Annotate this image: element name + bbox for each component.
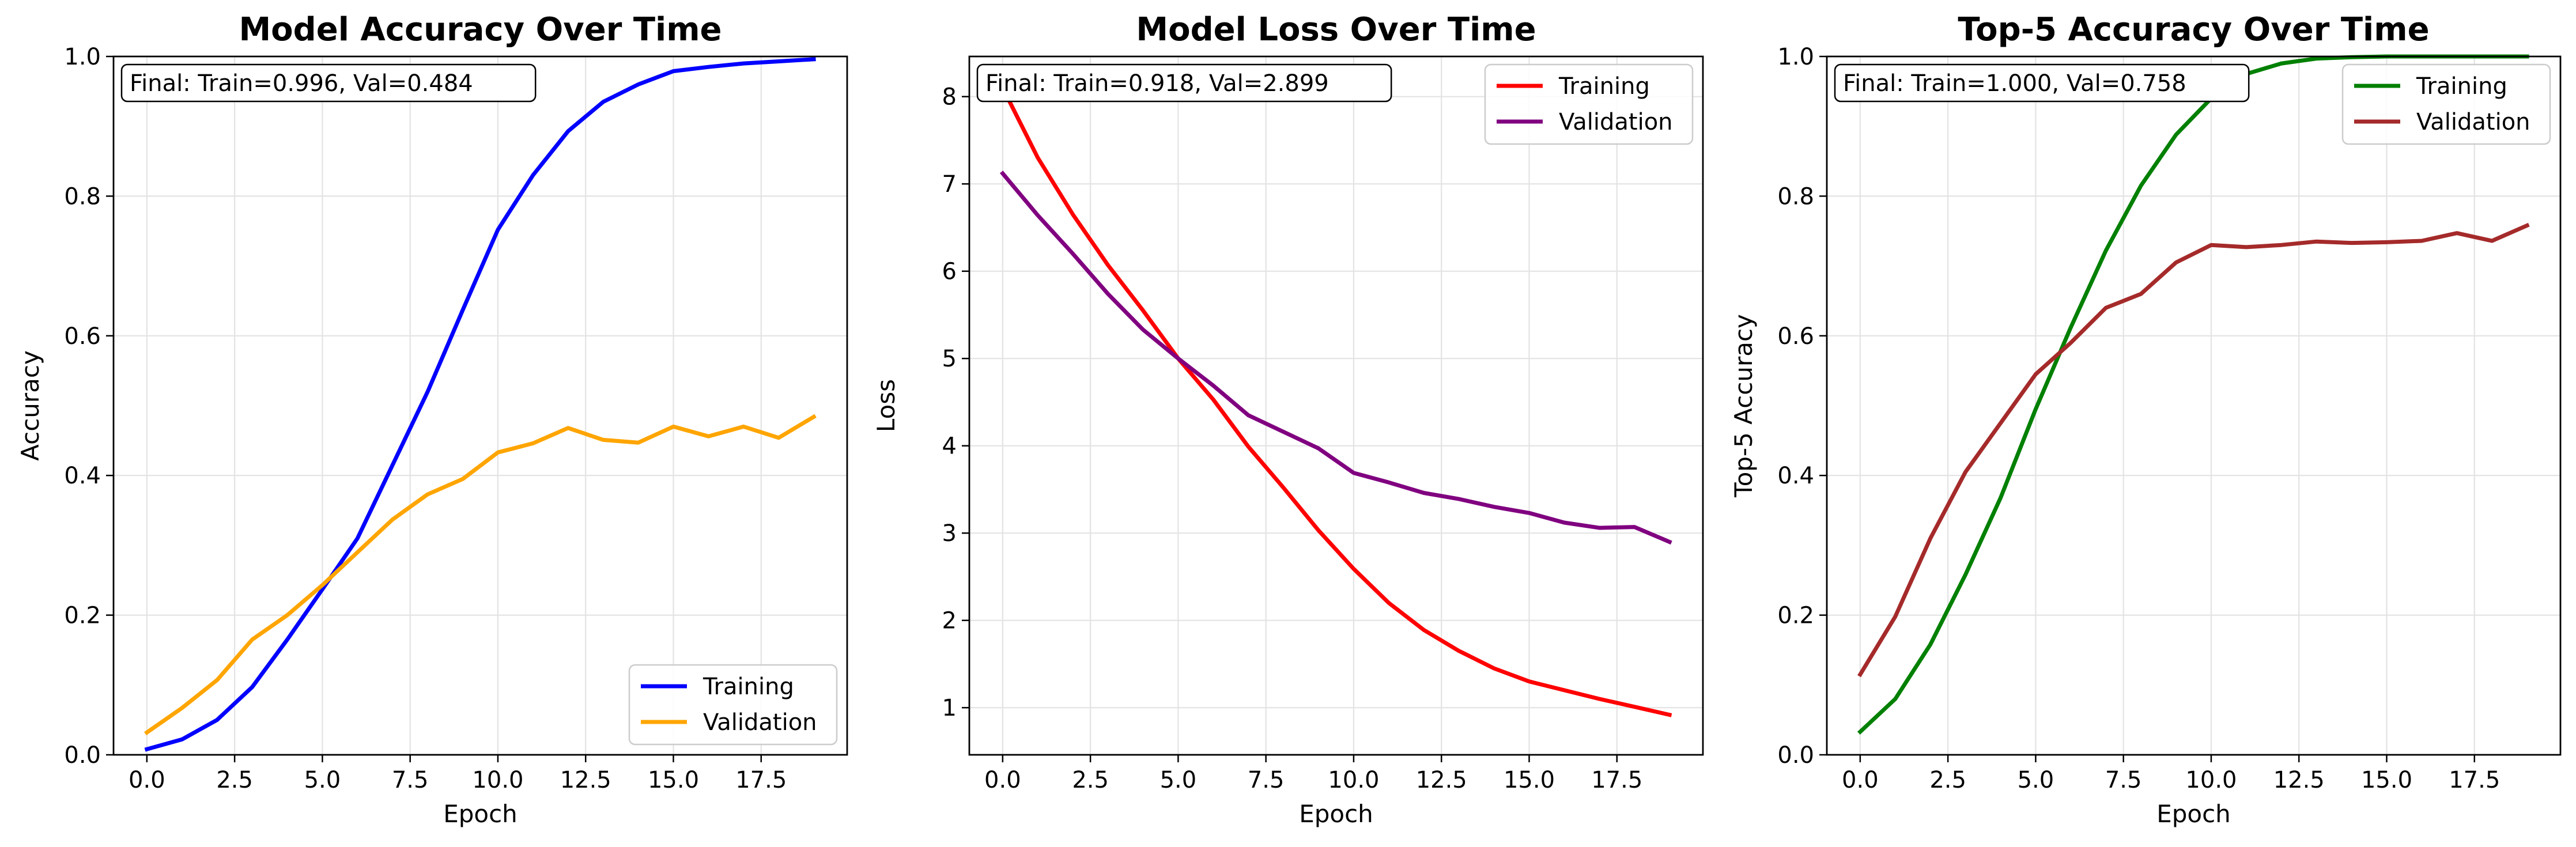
x-tick-label: 5.0	[2018, 767, 2054, 793]
x-tick-label: 15.0	[2361, 767, 2412, 793]
x-tick-label: 2.5	[1929, 767, 1966, 793]
x-tick-label: 7.5	[1248, 767, 1285, 793]
series-line-validation	[144, 414, 817, 736]
legend-label-training: Training	[702, 674, 794, 700]
chart-panel-2: 0.0 2.5 5.0 7.5 10.0 12.5 15.0 17.5 1 2 3 4 5 6 7 8 Mode…	[872, 11, 1704, 828]
series-line-training	[1000, 85, 1672, 717]
y-axis-label: Loss	[872, 379, 900, 432]
y-tick-label: 0.4	[1777, 463, 1814, 489]
legend: Training Validation	[628, 664, 838, 746]
x-axis-label: Epoch	[443, 800, 518, 828]
y-tick-label: 0.4	[64, 463, 101, 489]
x-tick-label: 17.5	[1591, 767, 1642, 793]
series-line-validation	[1857, 222, 2530, 678]
y-axis-label: Top-5 Accuracy	[1729, 314, 1758, 498]
legend: Training Validation	[2341, 63, 2551, 145]
y-tick-label: 8	[942, 84, 957, 111]
x-tick-label: 17.5	[2449, 767, 2500, 793]
annotation-text: Final: Train=0.996, Val=0.484	[130, 70, 473, 97]
y-tick-label: 0.2	[1777, 603, 1814, 629]
y-tick-label: 2	[942, 608, 957, 634]
x-tick-label: 10.0	[472, 767, 523, 793]
final-annotation: Final: Train=1.000, Val=0.758	[1834, 63, 2250, 103]
x-tick-label: 17.5	[735, 767, 787, 793]
chart-panel-1: 0.0 2.5 5.0 7.5 10.0 12.5 15.0 17.5 0.0 0.2 0.4 0.6…	[16, 11, 848, 828]
y-tick-label: 0.0	[1777, 742, 1814, 769]
x-axis-label: Epoch	[1299, 800, 1373, 828]
legend-label-training: Training	[1558, 73, 1650, 100]
x-tick-label: 7.5	[392, 767, 429, 793]
plot-frame	[968, 55, 1704, 756]
annotation-box	[976, 63, 1392, 103]
y-tick-label: 0.2	[64, 603, 101, 629]
chart-title: Model Loss Over Time	[1136, 11, 1536, 48]
x-tick-label: 12.5	[1416, 767, 1467, 793]
legend-label-validation: Validation	[1559, 109, 1673, 135]
x-tick-label: 15.0	[648, 767, 699, 793]
y-tick-label: 3	[942, 520, 957, 547]
x-tick-label: 10.0	[2185, 767, 2237, 793]
y-tick-label: 6	[942, 259, 957, 285]
x-tick-label: 12.5	[2273, 767, 2325, 793]
x-tick-label: 12.5	[560, 767, 611, 793]
y-tick-label: 0.8	[64, 183, 101, 210]
y-tick-label: 4	[942, 433, 957, 460]
legend-label-training: Training	[2416, 73, 2507, 100]
legend: Training Validation	[1484, 63, 1694, 145]
chart-panel-3: 0.0 2.5 5.0 7.5 10.0 12.5 15.0 17.5 0.0 0.2 0.4 0.6…	[1729, 11, 2562, 828]
y-tick-label: 0.6	[1777, 323, 1814, 350]
plot-frame	[112, 55, 848, 756]
x-tick-label: 0.0	[1842, 767, 1879, 793]
y-tick-label: 5	[942, 346, 957, 372]
y-tick-label: 1.0	[64, 44, 101, 70]
annotation-box	[1834, 63, 2250, 103]
annotation-box	[120, 63, 537, 103]
x-tick-label: 2.5	[1072, 767, 1109, 793]
annotation-text: Final: Train=0.918, Val=2.899	[985, 70, 1329, 97]
legend-label-validation: Validation	[2416, 109, 2530, 135]
legend-label-validation: Validation	[703, 709, 817, 736]
y-tick-label: 0.0	[64, 742, 101, 769]
y-tick-label: 0.6	[64, 323, 101, 350]
x-tick-label: 0.0	[984, 767, 1021, 793]
final-annotation: Final: Train=0.918, Val=2.899	[976, 63, 1392, 103]
series-line-training	[144, 57, 816, 752]
series-line-validation	[999, 171, 1672, 545]
x-tick-label: 7.5	[2105, 767, 2142, 793]
plot-frame	[1826, 55, 2562, 756]
chart-title: Top-5 Accuracy Over Time	[1958, 11, 2429, 48]
x-tick-label: 10.0	[1328, 767, 1379, 793]
final-annotation: Final: Train=0.996, Val=0.484	[120, 63, 537, 103]
y-tick-label: 1.0	[1777, 44, 1814, 70]
x-tick-label: 2.5	[216, 767, 253, 793]
x-tick-label: 5.0	[1160, 767, 1197, 793]
y-axis-label: Accuracy	[16, 350, 44, 461]
y-tick-label: 7	[942, 171, 957, 198]
chart-title: Model Accuracy Over Time	[239, 11, 722, 48]
x-tick-label: 0.0	[129, 767, 165, 793]
x-axis-label: Epoch	[2156, 800, 2231, 828]
x-tick-label: 5.0	[304, 767, 341, 793]
x-tick-label: 15.0	[1504, 767, 1555, 793]
y-tick-label: 0.8	[1777, 183, 1814, 210]
y-tick-label: 1	[942, 695, 957, 721]
annotation-text: Final: Train=1.000, Val=0.758	[1843, 70, 2186, 97]
